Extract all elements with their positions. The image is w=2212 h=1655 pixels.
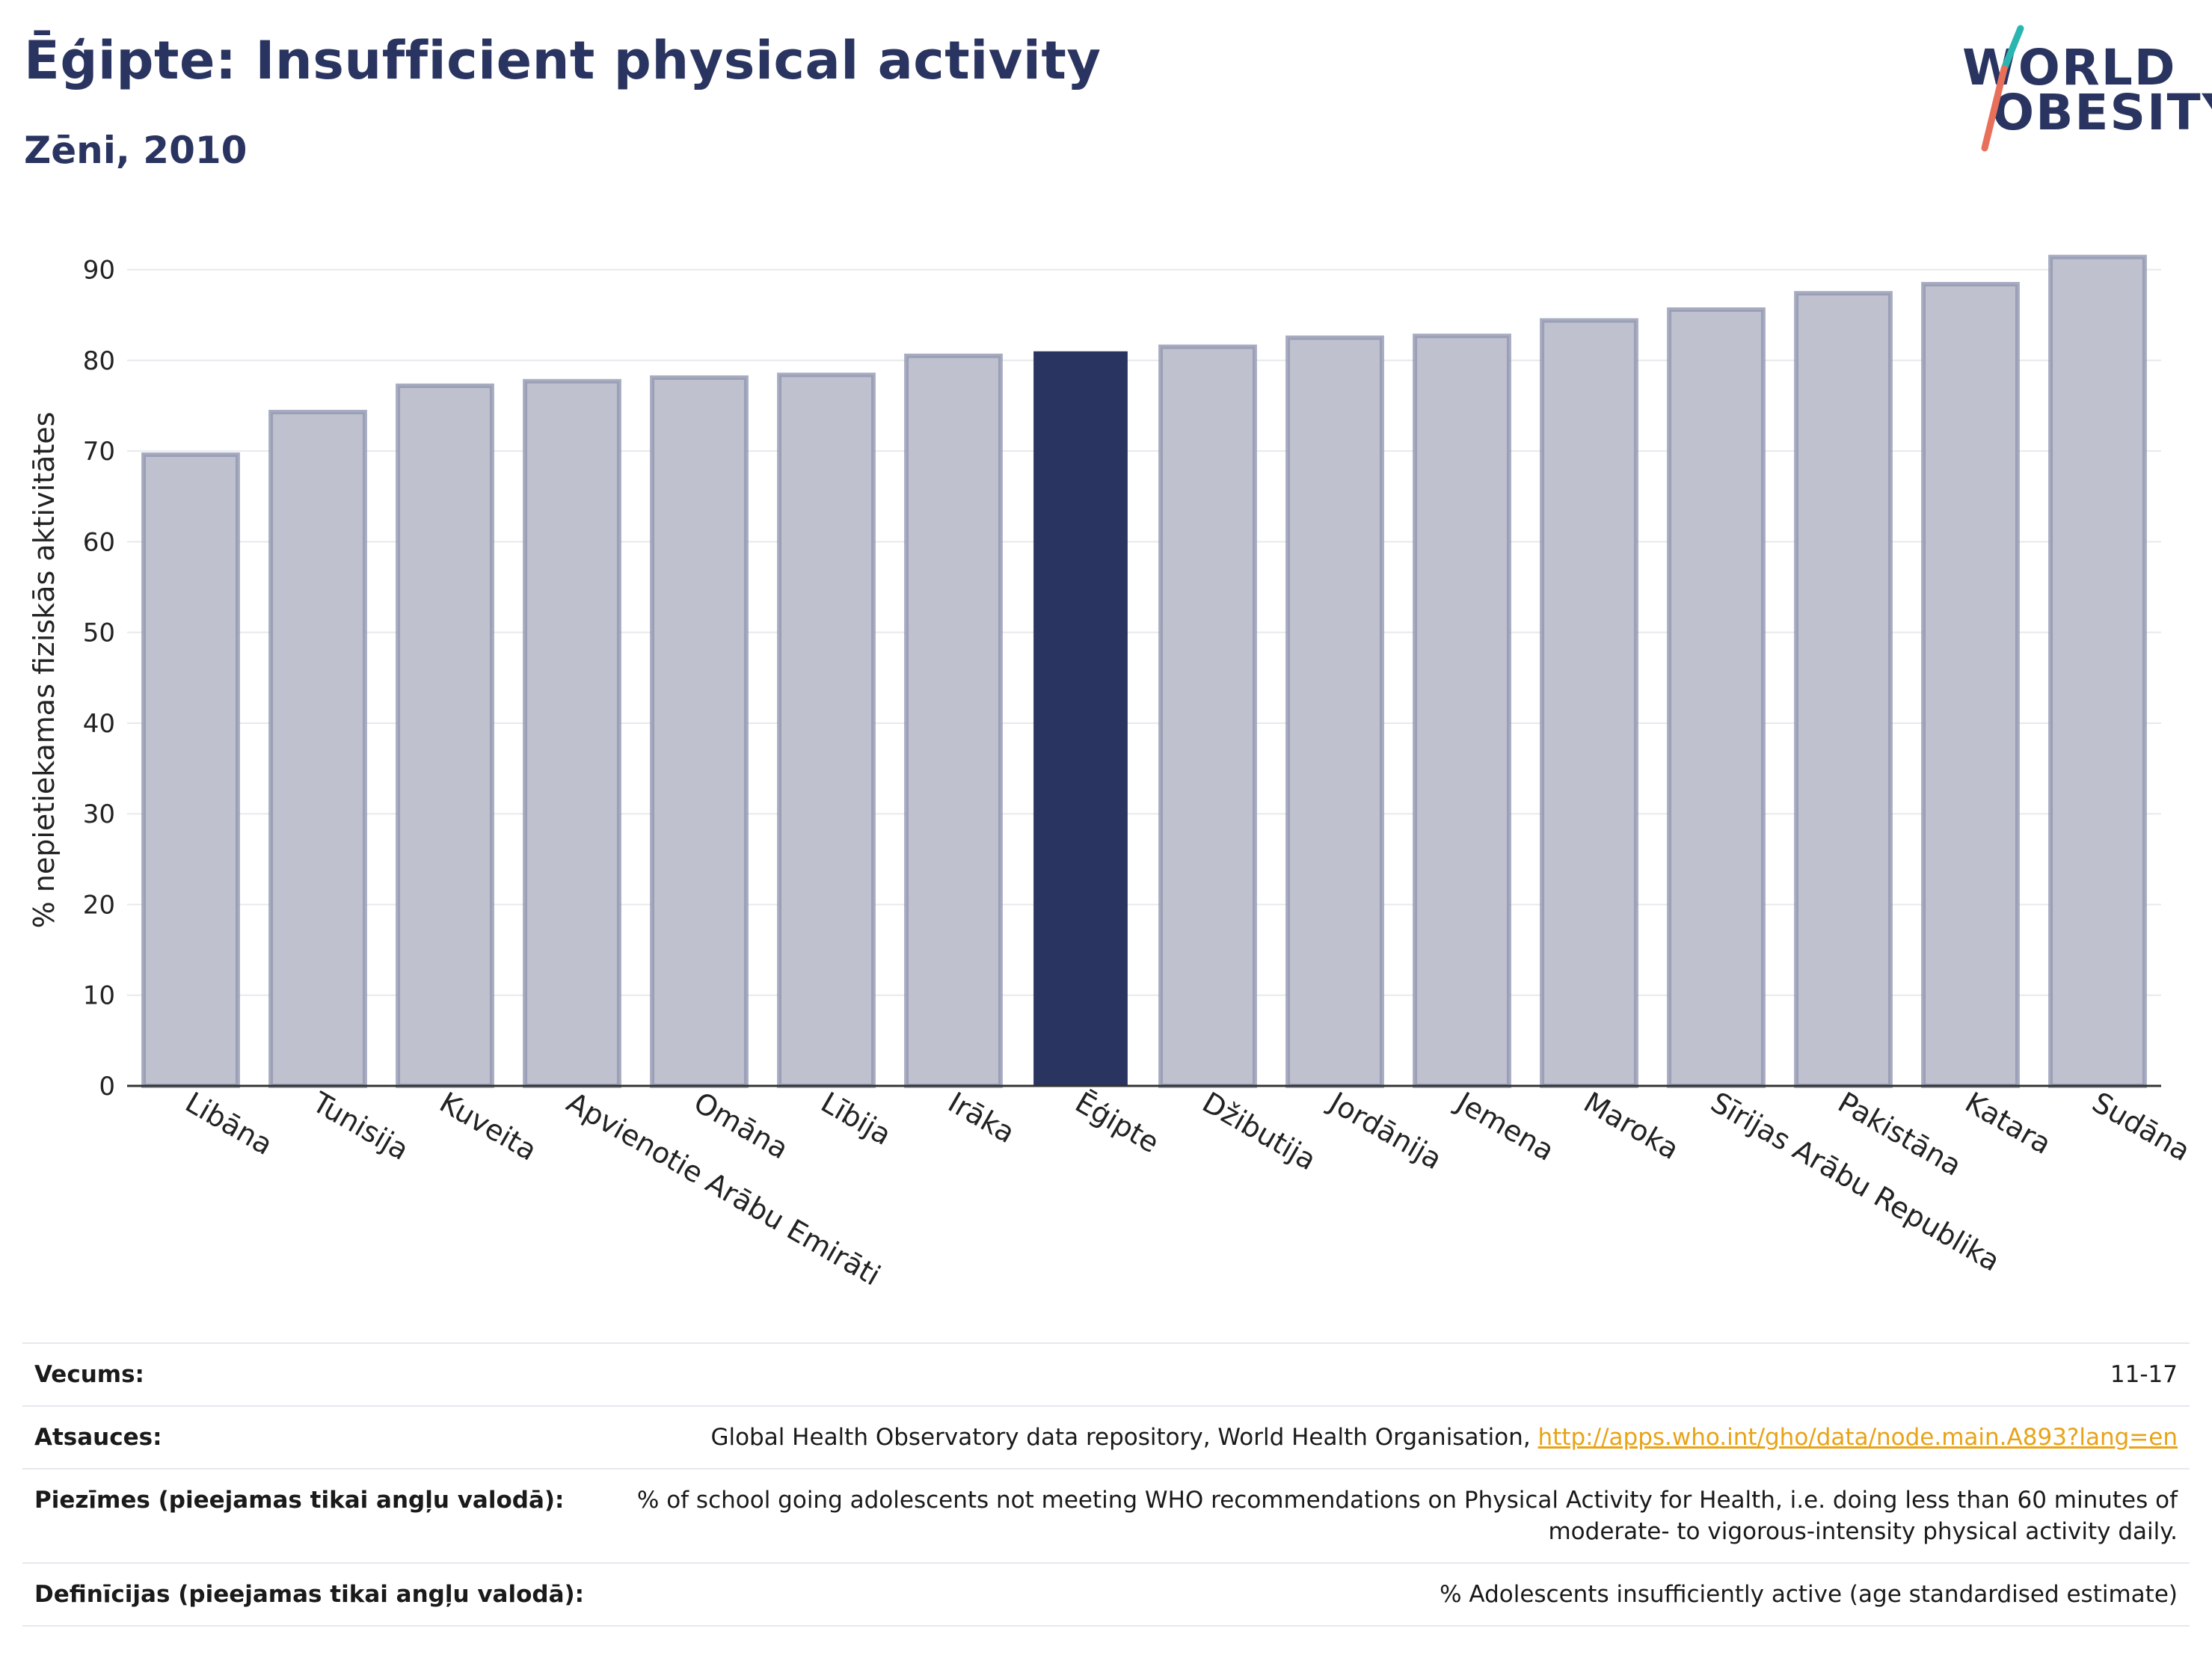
page-title: Ēģipte: Insufficient physical activity bbox=[24, 30, 1102, 91]
logo-line2: OBESITY bbox=[1992, 84, 2212, 141]
x-tick-label: Lībija bbox=[816, 1086, 897, 1152]
x-tick-label: Tunisija bbox=[307, 1085, 414, 1167]
footer-label: Atsauces: bbox=[34, 1424, 162, 1451]
bar-chart: 0 10 20 30 40 50 60 70 80 90 % nepietiekamas fizis… bbox=[28, 254, 2196, 1292]
footer-label: Vecums: bbox=[34, 1361, 144, 1388]
x-tick-label: Sudāna bbox=[2087, 1086, 2196, 1168]
y-tick-label: 0 bbox=[99, 1072, 115, 1102]
footer-row-notes: Piezīmes (pieejamas tikai angļu valodā):… bbox=[22, 1468, 2190, 1562]
footer-row-definitions: Definīcijas (pieejamas tikai angļu valod… bbox=[22, 1562, 2190, 1627]
world-obesity-logo: WORLD OBESITY bbox=[1952, 22, 2212, 157]
page-subtitle: Zēni, 2010 bbox=[24, 129, 248, 172]
bar bbox=[777, 372, 876, 1089]
footer-value: % of school going adolescents not meetin… bbox=[636, 1487, 2178, 1545]
y-tick-label: 30 bbox=[83, 799, 115, 829]
bar bbox=[1413, 334, 1511, 1088]
x-tick-label: Ēģipte bbox=[1070, 1086, 1165, 1160]
footer-label: Definīcijas (pieejamas tikai angļu valod… bbox=[34, 1581, 585, 1608]
y-tick-label: 10 bbox=[83, 981, 115, 1011]
y-tick-label: 50 bbox=[83, 618, 115, 648]
bar bbox=[1667, 307, 1766, 1088]
metadata-table: Vecums: 11-17 Atsauces: Global Health Ob… bbox=[22, 1342, 2190, 1627]
footer-value: 11-17 bbox=[2110, 1361, 2178, 1388]
x-tick-label: Jemena bbox=[1450, 1085, 1560, 1167]
bar bbox=[141, 452, 240, 1088]
source-text: Global Health Observatory data repositor… bbox=[710, 1424, 1538, 1451]
x-tick-label: Omāna bbox=[689, 1086, 794, 1166]
logo-slash-icon bbox=[1981, 25, 2024, 152]
bar bbox=[1794, 291, 1893, 1088]
bar bbox=[1158, 344, 1257, 1088]
y-tick-label: 90 bbox=[83, 256, 115, 286]
footer-value: Global Health Observatory data repositor… bbox=[710, 1422, 2178, 1453]
bar bbox=[904, 353, 1003, 1088]
x-tick-label: Katara bbox=[1960, 1086, 2057, 1161]
bar bbox=[1285, 335, 1384, 1089]
bar-highlight bbox=[1033, 351, 1128, 1086]
x-tick-label: Kuveita bbox=[434, 1086, 543, 1167]
footer-label: Piezīmes (pieejamas tikai angļu valodā): bbox=[34, 1487, 565, 1514]
bar bbox=[268, 410, 367, 1089]
y-tick-label: 80 bbox=[83, 346, 115, 376]
bars bbox=[141, 254, 2147, 1089]
y-axis-label: % nepietiekamas fiziskās aktivitātes bbox=[28, 412, 61, 929]
bar bbox=[396, 383, 494, 1088]
x-tick-label: Jordānija bbox=[1323, 1085, 1448, 1176]
x-tick-label: Džibutija bbox=[1197, 1086, 1322, 1177]
source-link[interactable]: http://apps.who.int/gho/data/node.main.A… bbox=[1537, 1424, 2178, 1451]
footer-value: % Adolescents insufficiently active (age… bbox=[1440, 1581, 2178, 1608]
bar bbox=[1921, 282, 2020, 1088]
bar bbox=[1540, 318, 1638, 1088]
x-tick-label: Libāna bbox=[180, 1086, 279, 1161]
footer-row-age: Vecums: 11-17 bbox=[22, 1342, 2190, 1405]
y-tick-label: 40 bbox=[83, 709, 115, 739]
bar bbox=[650, 375, 749, 1088]
x-tick-label: Maroka bbox=[1579, 1086, 1685, 1166]
y-tick-label: 70 bbox=[83, 437, 115, 467]
x-tick-label: Irāka bbox=[943, 1086, 1021, 1149]
y-tick-label: 60 bbox=[83, 527, 115, 557]
footer-row-sources: Atsauces: Global Health Observatory data… bbox=[22, 1405, 2190, 1468]
y-tick-label: 20 bbox=[83, 890, 115, 920]
bar bbox=[523, 378, 621, 1088]
bar bbox=[2048, 254, 2147, 1088]
